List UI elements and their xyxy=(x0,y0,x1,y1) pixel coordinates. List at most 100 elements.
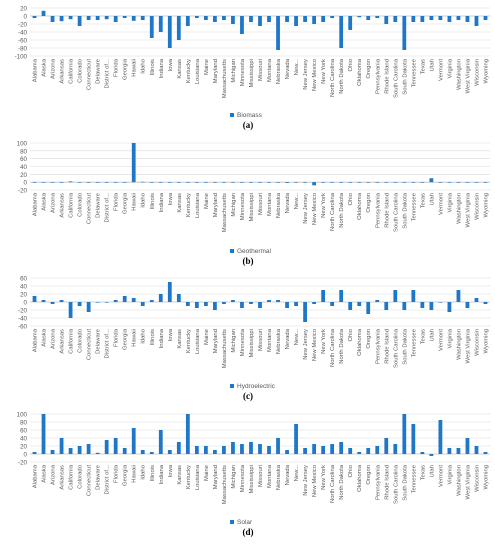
y-tick-label: 60 xyxy=(20,276,27,283)
x-tick-label: Virginia xyxy=(447,328,453,348)
x-tick-label: Michigan xyxy=(231,329,237,353)
bar-nebraska xyxy=(276,182,280,183)
bar-vermont xyxy=(438,182,443,183)
bar-alaska xyxy=(41,182,46,183)
x-tick-label: New Mexico xyxy=(312,192,318,225)
bar-district-of- xyxy=(104,440,109,454)
x-tick-label: Idaho xyxy=(141,328,147,343)
x-tick-label: Michigan xyxy=(231,59,237,83)
x-tick-label: Tennessee xyxy=(411,328,417,357)
bar-mississippi xyxy=(249,182,253,183)
bar-minnesota xyxy=(240,16,244,34)
bar-arizona xyxy=(50,450,55,454)
x-tick-label: Maine xyxy=(204,464,210,481)
bar-colorado xyxy=(77,446,82,454)
x-tick-label: Oregon xyxy=(366,59,372,79)
y-tick-label: -80 xyxy=(18,46,28,53)
bar-oregon xyxy=(366,448,371,454)
bar-vermont xyxy=(438,16,443,20)
bar-kentucky xyxy=(185,414,190,454)
bar-michigan xyxy=(231,442,235,454)
bar-alaska xyxy=(41,300,46,302)
bar-mississippi xyxy=(249,16,253,22)
bar-north-dakota xyxy=(339,182,344,183)
panel-label: (b) xyxy=(243,256,254,266)
bar-texas xyxy=(420,16,425,22)
x-tick-label: Missouri xyxy=(258,59,264,81)
x-tick-label: Alabama xyxy=(33,192,39,216)
bar-missouri xyxy=(258,16,262,26)
x-tick-label: New... xyxy=(294,193,300,210)
bar-arkansas xyxy=(59,438,64,454)
bar-wisconsin xyxy=(474,298,479,302)
y-tick-label: 100 xyxy=(17,412,28,419)
y-tick-label: -40 xyxy=(18,30,28,37)
x-tick-label: Hawaii xyxy=(132,465,138,483)
x-tick-label: Pennsylvania xyxy=(375,58,381,94)
bar-minnesota xyxy=(240,302,244,308)
x-tick-label: Illinois xyxy=(150,193,156,209)
x-tick-label: District of... xyxy=(105,193,111,223)
x-tick-label: Indiana xyxy=(159,464,165,484)
x-tick-label: Michigan xyxy=(231,465,237,489)
bar-california xyxy=(68,448,73,454)
bar-district-of- xyxy=(104,302,109,303)
x-tick-label: Iowa xyxy=(168,58,174,71)
x-tick-label: Florida xyxy=(114,464,120,483)
y-tick-label: 20 xyxy=(20,172,27,179)
x-tick-label: California xyxy=(69,328,75,354)
bar-montana xyxy=(267,446,271,454)
bar-utah xyxy=(429,178,434,183)
y-tick-label: 0 xyxy=(24,452,28,459)
bar-minnesota xyxy=(240,444,244,454)
bar-vermont xyxy=(438,302,443,303)
x-tick-label: Oregon xyxy=(366,193,372,213)
legend-label: Solar xyxy=(237,519,253,526)
bar-california xyxy=(68,181,73,183)
x-tick-label: Utah xyxy=(429,465,435,477)
bar-tennessee xyxy=(411,182,416,183)
bar-kansas xyxy=(176,16,181,40)
bar-iowa xyxy=(167,282,172,302)
x-tick-label: South Carolina xyxy=(393,328,399,368)
x-tick-label: Illinois xyxy=(150,465,156,481)
x-tick-label: New York xyxy=(321,193,327,218)
bar-kansas xyxy=(176,294,181,302)
bar-pennsylvania xyxy=(375,182,380,183)
x-tick-label: Georgia xyxy=(123,58,129,80)
x-tick-label: Idaho xyxy=(141,192,147,207)
y-tick-label: 20 xyxy=(20,6,27,13)
bar-ohio xyxy=(348,302,353,310)
bar-virginia xyxy=(447,302,452,312)
panel-label: (d) xyxy=(243,527,254,537)
x-tick-label: Indiana xyxy=(159,328,165,348)
x-tick-label: Kansas xyxy=(177,193,183,213)
bar-indiana xyxy=(158,294,163,302)
x-tick-label: Alaska xyxy=(42,192,48,210)
bar-maine xyxy=(203,16,208,20)
x-tick-label: Wisconsin xyxy=(474,59,480,86)
x-tick-label: North Carolina xyxy=(330,192,336,231)
bar-texas xyxy=(420,302,425,308)
bar-ohio xyxy=(348,16,353,30)
x-tick-label: Oklahoma xyxy=(357,192,363,220)
bar-tennessee xyxy=(411,16,416,22)
x-tick-label: Iowa xyxy=(168,192,174,205)
x-tick-label: Louisiana xyxy=(195,328,201,354)
bar-washington xyxy=(456,182,461,183)
x-tick-label: New Mexico xyxy=(312,464,318,497)
bar-new-mexico xyxy=(312,302,317,304)
x-tick-label: Illinois xyxy=(150,329,156,345)
bar-montana xyxy=(267,16,271,22)
bar-new- xyxy=(294,182,298,183)
x-tick-label: South Carolina xyxy=(393,58,399,98)
bar-hawaii xyxy=(131,428,136,454)
bar-minnesota xyxy=(240,182,244,183)
x-tick-label: Maryland xyxy=(213,329,219,353)
bar-maryland xyxy=(213,16,217,22)
x-tick-label: Utah xyxy=(429,329,435,341)
bar-massachusetts xyxy=(222,446,226,454)
x-tick-label: North Carolina xyxy=(330,328,336,367)
x-tick-label: Alabama xyxy=(33,464,39,488)
bar-nevada xyxy=(285,450,289,454)
